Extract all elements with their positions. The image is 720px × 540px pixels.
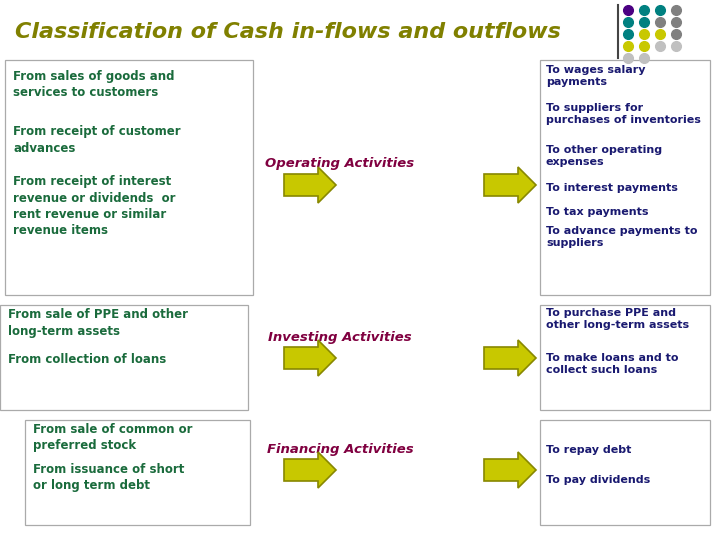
FancyArrow shape	[284, 167, 336, 203]
Text: To pay dividends: To pay dividends	[546, 475, 650, 485]
Bar	[25, 420, 250, 525]
Text: To suppliers for
purchases of inventories: To suppliers for purchases of inventorie…	[546, 103, 701, 125]
Text: From sale of common or
preferred stock: From sale of common or preferred stock	[33, 423, 192, 453]
Bar	[540, 305, 710, 410]
Bar	[0, 305, 248, 410]
Bar	[5, 60, 253, 295]
Text: From issuance of short
or long term debt: From issuance of short or long term debt	[33, 463, 184, 492]
Text: From collection of loans: From collection of loans	[8, 353, 166, 366]
FancyArrow shape	[484, 167, 536, 203]
Text: To other operating
expenses: To other operating expenses	[546, 145, 662, 167]
Text: Classification of Cash in-flows and outflows: Classification of Cash in-flows and outf…	[15, 22, 561, 42]
Text: From sales of goods and
services to customers: From sales of goods and services to cust…	[13, 70, 174, 99]
FancyArrow shape	[484, 452, 536, 488]
Bar	[540, 420, 710, 525]
Text: To repay debt: To repay debt	[546, 445, 631, 455]
Text: To interest payments: To interest payments	[546, 183, 678, 193]
Text: To tax payments: To tax payments	[546, 207, 649, 217]
Text: To make loans and to
collect such loans: To make loans and to collect such loans	[546, 353, 678, 375]
Text: Investing Activities: Investing Activities	[268, 331, 412, 344]
Text: To advance payments to
suppliers: To advance payments to suppliers	[546, 226, 698, 248]
Text: From sale of PPE and other
long-term assets: From sale of PPE and other long-term ass…	[8, 308, 188, 338]
Bar	[540, 60, 710, 295]
FancyArrow shape	[284, 340, 336, 376]
FancyArrow shape	[484, 340, 536, 376]
Text: Financing Activities: Financing Activities	[266, 443, 413, 456]
FancyArrow shape	[284, 452, 336, 488]
Text: Operating Activities: Operating Activities	[266, 157, 415, 170]
Text: To purchase PPE and
other long-term assets: To purchase PPE and other long-term asse…	[546, 308, 689, 330]
Text: To wages salary
payments: To wages salary payments	[546, 65, 646, 87]
Text: From receipt of interest
revenue or dividends  or
rent revenue or similar
revenu: From receipt of interest revenue or divi…	[13, 175, 176, 238]
Text: From receipt of customer
advances: From receipt of customer advances	[13, 125, 181, 154]
